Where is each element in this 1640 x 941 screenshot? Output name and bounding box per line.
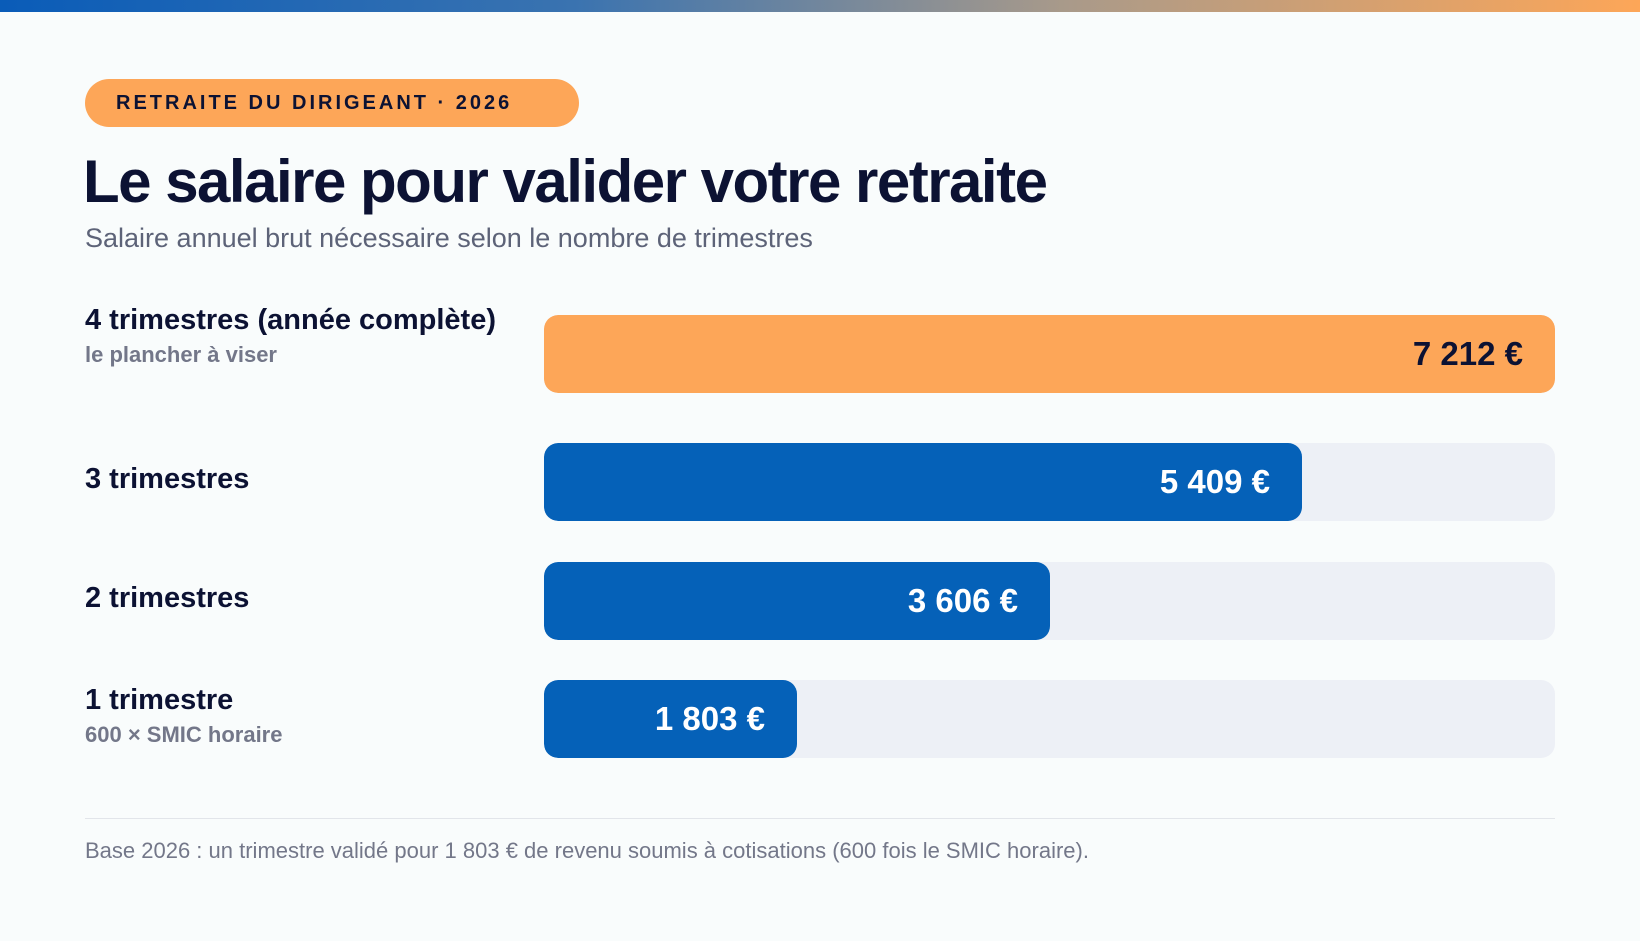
bar-value-label: 7 212 € (1412, 335, 1523, 372)
category-note: 600 × SMIC horaire (85, 722, 283, 747)
category-label: 3 trimestres (85, 463, 250, 495)
bar-4-trimestres: 7 212 € (544, 315, 1555, 393)
bar-track: 5 409 € (544, 443, 1555, 521)
bar-track: 3 606 € (544, 562, 1555, 640)
category-label: 2 trimestres (85, 582, 250, 614)
bar-track: 7 212 € (544, 315, 1555, 393)
footer-divider (85, 818, 1555, 819)
bar-2-trimestres: 3 606 € (544, 562, 1050, 640)
category-label: 4 trimestres (année complète) (85, 304, 496, 336)
bar-value-label: 1 803 € (654, 700, 765, 737)
bar-label-4-trimestres: 4 trimestres (année complète) le planche… (85, 303, 505, 370)
page-title: Le salaire pour valider votre retraite (83, 148, 1048, 215)
bar-value-label: 3 606 € (907, 582, 1018, 619)
bar-label-1-trimestre: 1 trimestre 600 × SMIC horaire (85, 683, 505, 750)
bar-track: 1 803 € (544, 680, 1555, 758)
bar-value-label: 5 409 € (1159, 463, 1270, 500)
category-label: 1 trimestre (85, 684, 234, 716)
footnote: Base 2026 : un trimestre validé pour 1 8… (85, 838, 1089, 863)
bar-label-2-trimestres: 2 trimestres (85, 581, 505, 616)
bar-1-trimestre: 1 803 € (544, 680, 797, 758)
kicker-badge: RETRAITE DU DIRIGEANT · 2026 (85, 79, 579, 127)
bar-3-trimestres: 5 409 € (544, 443, 1302, 521)
bar-label-3-trimestres: 3 trimestres (85, 462, 505, 497)
category-note: le plancher à viser (85, 342, 277, 367)
top-gradient-bar (0, 0, 1640, 12)
page-subtitle: Salaire annuel brut nécessaire selon le … (85, 223, 813, 253)
